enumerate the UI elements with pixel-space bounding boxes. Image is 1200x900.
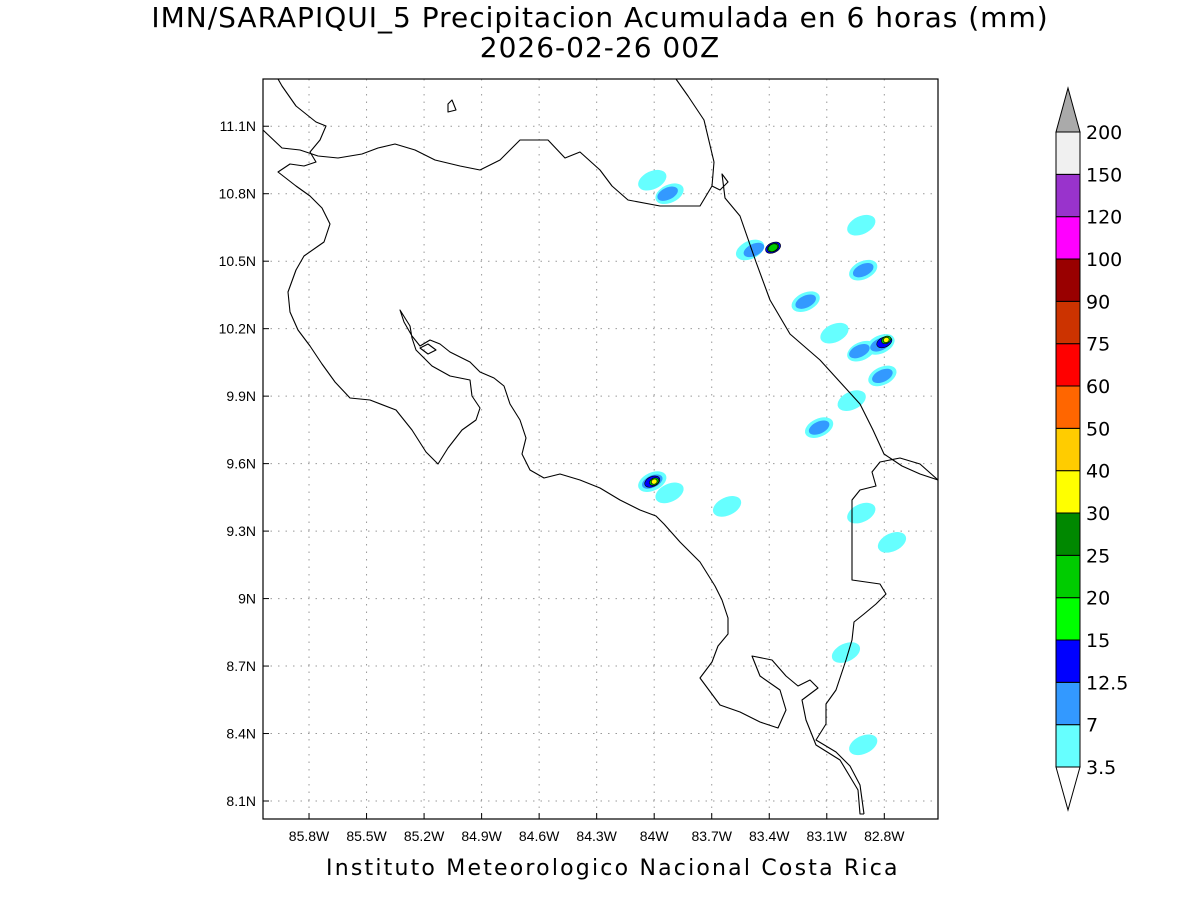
colorbar-swatch: [1055, 131, 1081, 175]
colorbar-label: 20: [1086, 588, 1110, 610]
precip-cell: [849, 734, 878, 756]
lon-tick-label: 85.8W: [289, 828, 330, 844]
lat-tick-label: 9N: [238, 591, 256, 607]
pacific-coast: [277, 79, 864, 815]
colorbar-swatch: [1055, 639, 1081, 683]
lon-tick-label: 83.4W: [749, 828, 790, 844]
precip-cell: [831, 642, 861, 663]
precip-cell: [849, 344, 870, 359]
lat-tick-label: 8.1N: [226, 793, 256, 809]
precipitation-colorbar: 3.5 7 12.5 15 20 25 30 40 50 60 75 90 100 120 150 200: [1055, 86, 1128, 812]
lon-tick-label: 82.8W: [864, 828, 905, 844]
map-frame: [262, 78, 939, 820]
colorbar-swatch: [1055, 300, 1081, 345]
precip-cell: [768, 243, 779, 252]
lon-tick-label: 84.6W: [519, 828, 560, 844]
lat-tick-label: 8.7N: [226, 658, 256, 674]
colorbar-label: 3.5: [1086, 757, 1116, 779]
colorbar-swatch: [1055, 173, 1081, 218]
colorbar-swatch: [1055, 681, 1081, 726]
lon-tick-label: 85.5W: [346, 828, 387, 844]
colorbar-label: 12.5: [1086, 672, 1128, 694]
colorbar-label: 60: [1086, 376, 1110, 398]
colorbar-swatch: [1055, 258, 1081, 302]
precip-cell: [877, 532, 907, 553]
colorbar-label: 75: [1086, 334, 1110, 356]
lat-tick-label: 10.8N: [219, 186, 256, 202]
precip-cell: [743, 242, 765, 258]
precip-cell: [712, 496, 742, 517]
panama-border: [815, 457, 938, 815]
colorbar-label: 120: [1086, 207, 1122, 229]
lon-tick-label: 83.7W: [691, 828, 732, 844]
longitude-axis: 85.8W 85.5W 85.2W 84.9W 84.6W 84.3W 84W 83.7W 83…: [289, 813, 905, 844]
precip-cell: [650, 478, 658, 485]
colorbar-label: 50: [1086, 418, 1110, 440]
lat-tick-label: 9.6N: [226, 456, 256, 472]
colorbar-label: 7: [1086, 715, 1098, 737]
colorbar-label: 200: [1086, 122, 1122, 144]
precip-cell: [655, 482, 684, 504]
colorbar-swatch: [1055, 512, 1081, 556]
caribbean-coast: [711, 173, 938, 481]
colorbar-swatch: [1055, 216, 1081, 260]
colorbar-max-arrow: [1055, 86, 1081, 133]
colorbar-label: 100: [1086, 249, 1122, 271]
lake-nicaragua-island: [447, 99, 457, 113]
colorbar-swatch: [1055, 343, 1081, 387]
lon-tick-label: 85.2W: [404, 828, 445, 844]
colorbar-label: 30: [1086, 503, 1110, 525]
lat-tick-label: 10.2N: [219, 321, 256, 337]
precip-cell: [837, 390, 866, 411]
colorbar-label: 40: [1086, 461, 1110, 483]
colorbar-swatch: [1055, 427, 1081, 472]
latitude-axis: 11.1N 10.8N 10.5N 10.2N 9.9N 9.6N 9.3N 9N 8.7N 8.…: [219, 118, 269, 809]
nicaragua-border: [263, 129, 715, 207]
precip-cell: [872, 368, 893, 384]
lat-tick-label: 9.3N: [226, 523, 256, 539]
precip-cell: [638, 169, 667, 191]
precip-cell: [820, 322, 849, 344]
colorbar-swatch: [1055, 385, 1081, 429]
lon-tick-label: 83.1W: [807, 828, 848, 844]
lat-tick-label: 10.5N: [219, 253, 256, 269]
precip-cell: [852, 263, 874, 278]
colorbar-label: 15: [1086, 630, 1110, 652]
precip-cell: [847, 502, 876, 524]
gulf-of-nicoya-island: [419, 343, 437, 355]
nicaragua-caribbean-coast: [675, 79, 715, 163]
footer-credit: Instituto Meteorologico Nacional Costa R…: [326, 856, 900, 881]
precip-cell: [657, 186, 678, 201]
lon-tick-label: 84.9W: [461, 828, 502, 844]
colorbar-swatch: [1055, 470, 1081, 514]
lon-tick-label: 84.3W: [576, 828, 617, 844]
colorbar-label: 150: [1086, 164, 1122, 186]
map-background: [263, 79, 938, 819]
map-title-line-2: 2026-02-26 00Z: [479, 31, 721, 64]
precipitation-layer: [638, 169, 907, 756]
colorbar-label: 90: [1086, 291, 1110, 313]
colorbar-label: 25: [1086, 545, 1110, 567]
map-title-line-1: IMN/SARAPIQUI_5 Precipitacion Acumulada …: [151, 1, 1049, 34]
lon-tick-label: 84W: [640, 828, 670, 844]
colorbar-min-arrow: [1055, 766, 1081, 812]
colorbar-swatch: [1055, 724, 1081, 768]
precip-cell: [883, 337, 890, 343]
colorbar-swatch: [1055, 597, 1081, 641]
precip-cell: [808, 420, 830, 435]
lat-tick-label: 9.9N: [226, 388, 256, 404]
coastline-and-borders: [263, 79, 938, 815]
precip-cell: [847, 214, 876, 236]
colorbar-swatch: [1055, 554, 1081, 599]
precip-cell: [795, 294, 816, 309]
lat-tick-label: 8.4N: [226, 726, 256, 742]
lat-tick-label: 11.1N: [220, 118, 256, 134]
